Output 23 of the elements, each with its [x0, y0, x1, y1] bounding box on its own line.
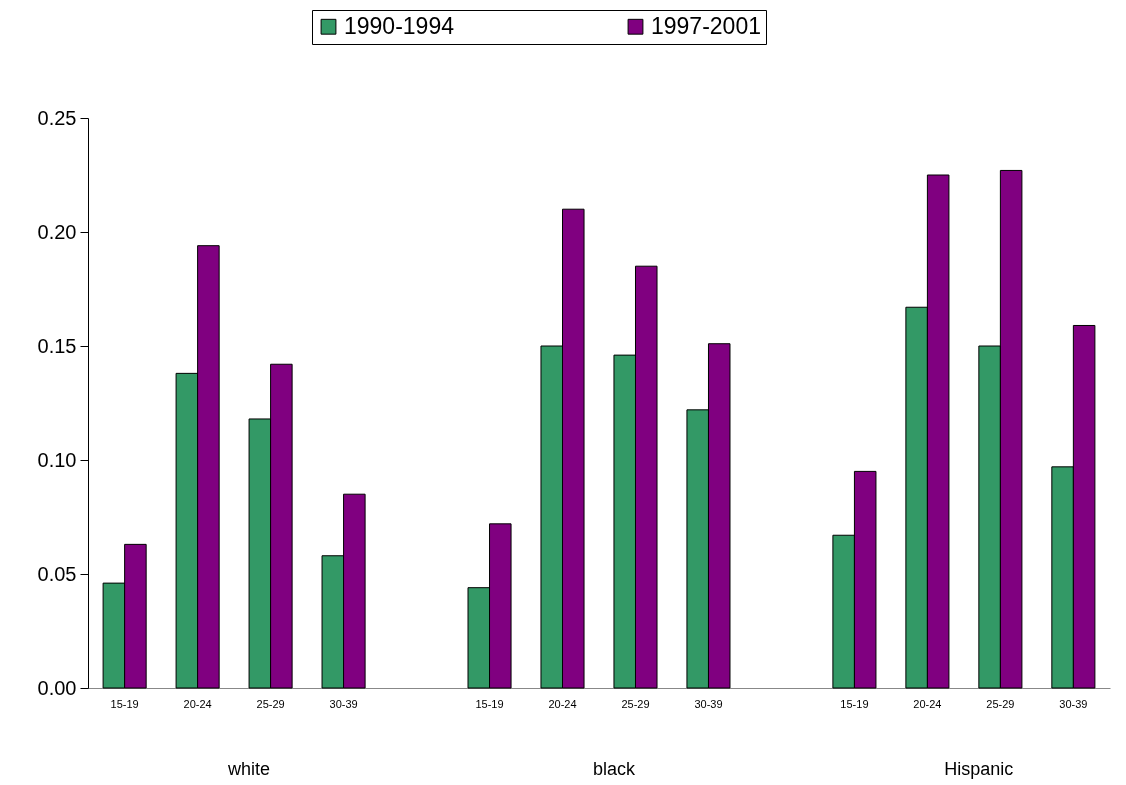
- y-tick-label: 0.20: [37, 220, 77, 243]
- x-tick-label: 30-39: [1059, 697, 1088, 710]
- x-tick-label: 25-29: [256, 697, 285, 710]
- y-tick-label: 0.00: [37, 676, 77, 699]
- x-tick-label: 20-24: [183, 697, 212, 710]
- y-tick-label: 0.05: [37, 562, 77, 585]
- y-tick-label: 0.10: [37, 448, 77, 471]
- text: black: [592, 759, 636, 779]
- x-tick-label: 15-19: [475, 697, 504, 710]
- text: Hispanic: [944, 759, 1014, 779]
- x-tick-label: 20-24: [913, 697, 942, 710]
- x-tick-label: 25-29: [621, 697, 650, 710]
- text: white: [227, 759, 271, 779]
- x-tick-label: 20-24: [548, 697, 577, 710]
- x-tick-label: 15-19: [110, 697, 139, 710]
- x-tick-label: 15-19: [840, 697, 869, 710]
- legend-label: 1997-2001: [651, 12, 761, 39]
- x-tick-label: 30-39: [694, 697, 723, 710]
- y-tick-label: 0.25: [37, 106, 77, 129]
- legend-label: 1990-1994: [344, 12, 455, 39]
- x-tick-label: 30-39: [329, 697, 358, 710]
- y-tick-label: 0.15: [37, 334, 77, 357]
- x-tick-label: 25-29: [986, 697, 1015, 710]
